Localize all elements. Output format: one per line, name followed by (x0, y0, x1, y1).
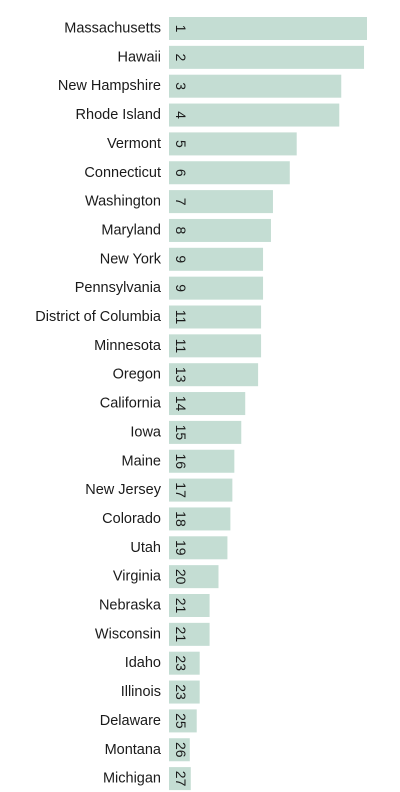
bar (169, 392, 246, 416)
bar (169, 622, 210, 646)
bar (169, 161, 290, 185)
category-label: New York (100, 251, 162, 267)
category-label: Wisconsin (95, 626, 161, 642)
rank-label: 14 (173, 396, 189, 412)
rank-label: 4 (173, 111, 189, 119)
category-label: Michigan (103, 771, 161, 787)
rank-label: 2 (173, 53, 189, 61)
bar (169, 738, 190, 762)
bar (169, 565, 219, 589)
category-label: Washington (85, 194, 161, 210)
bar (169, 247, 264, 271)
rank-label: 5 (173, 140, 189, 148)
rank-label: 27 (173, 771, 189, 787)
bar (169, 449, 235, 473)
bar (169, 420, 242, 444)
category-label: Montana (105, 742, 162, 758)
category-label: Illinois (121, 684, 161, 700)
category-label: Massachusetts (64, 21, 161, 37)
rank-label: 9 (173, 255, 189, 263)
bar (169, 334, 262, 358)
bar (169, 363, 259, 387)
bar (169, 651, 200, 675)
rank-labels-layer: 1234567899111113141516171819202121232325… (173, 25, 189, 787)
rank-label: 16 (173, 453, 189, 469)
rank-label: 6 (173, 169, 189, 177)
rank-label: 21 (173, 598, 189, 614)
bar (169, 190, 273, 214)
category-label: Maine (122, 453, 162, 469)
category-label: Utah (130, 540, 161, 556)
category-label: California (100, 396, 162, 412)
category-label: Minnesota (94, 338, 162, 354)
bar (169, 45, 365, 69)
category-label: Rhode Island (76, 107, 161, 123)
category-label: New Jersey (85, 482, 161, 498)
rank-label: 3 (173, 82, 189, 90)
category-label: Maryland (101, 222, 161, 238)
rank-label: 9 (173, 284, 189, 292)
bar (169, 767, 191, 791)
bar (169, 507, 231, 531)
rank-label: 8 (173, 227, 189, 235)
category-label: Iowa (130, 424, 162, 440)
rank-label: 7 (173, 198, 189, 206)
rank-label: 1 (173, 25, 189, 33)
rank-label: 25 (173, 713, 189, 729)
category-label: Hawaii (117, 49, 161, 65)
bar (169, 594, 210, 617)
bars-layer (169, 17, 367, 791)
bar (169, 680, 200, 704)
bar (169, 276, 264, 300)
rank-label: 11 (173, 339, 189, 354)
bar (169, 103, 340, 127)
rank-label: 21 (173, 627, 189, 643)
category-label: Virginia (113, 569, 162, 585)
rank-label: 15 (173, 425, 189, 441)
bar (169, 74, 342, 98)
rank-label: 23 (173, 684, 189, 700)
category-label: Idaho (125, 655, 161, 671)
rank-label: 13 (173, 367, 189, 383)
category-label: Oregon (113, 367, 161, 383)
bar (169, 17, 367, 40)
bar (169, 132, 297, 156)
category-label: District of Columbia (35, 309, 162, 325)
category-label: New Hampshire (58, 78, 161, 94)
rank-label: 11 (173, 310, 189, 325)
category-label: Nebraska (99, 598, 162, 614)
rank-label: 20 (173, 569, 189, 585)
category-label: Delaware (100, 713, 161, 729)
rank-label: 23 (173, 655, 189, 671)
bar (169, 709, 197, 733)
bar (169, 478, 233, 502)
category-label: Pennsylvania (75, 280, 162, 296)
rank-label: 17 (173, 482, 189, 498)
rank-label: 19 (173, 540, 189, 556)
rank-label: 18 (173, 511, 189, 527)
bar (169, 218, 271, 242)
category-label: Vermont (107, 136, 161, 152)
category-label: Colorado (102, 511, 161, 527)
category-label: Connecticut (84, 165, 161, 181)
bar (169, 305, 262, 329)
rank-label: 26 (173, 742, 189, 758)
category-labels-layer: Massachusetts Hawaii New Hampshire Rhode Is… (35, 21, 162, 787)
bar (169, 536, 228, 560)
